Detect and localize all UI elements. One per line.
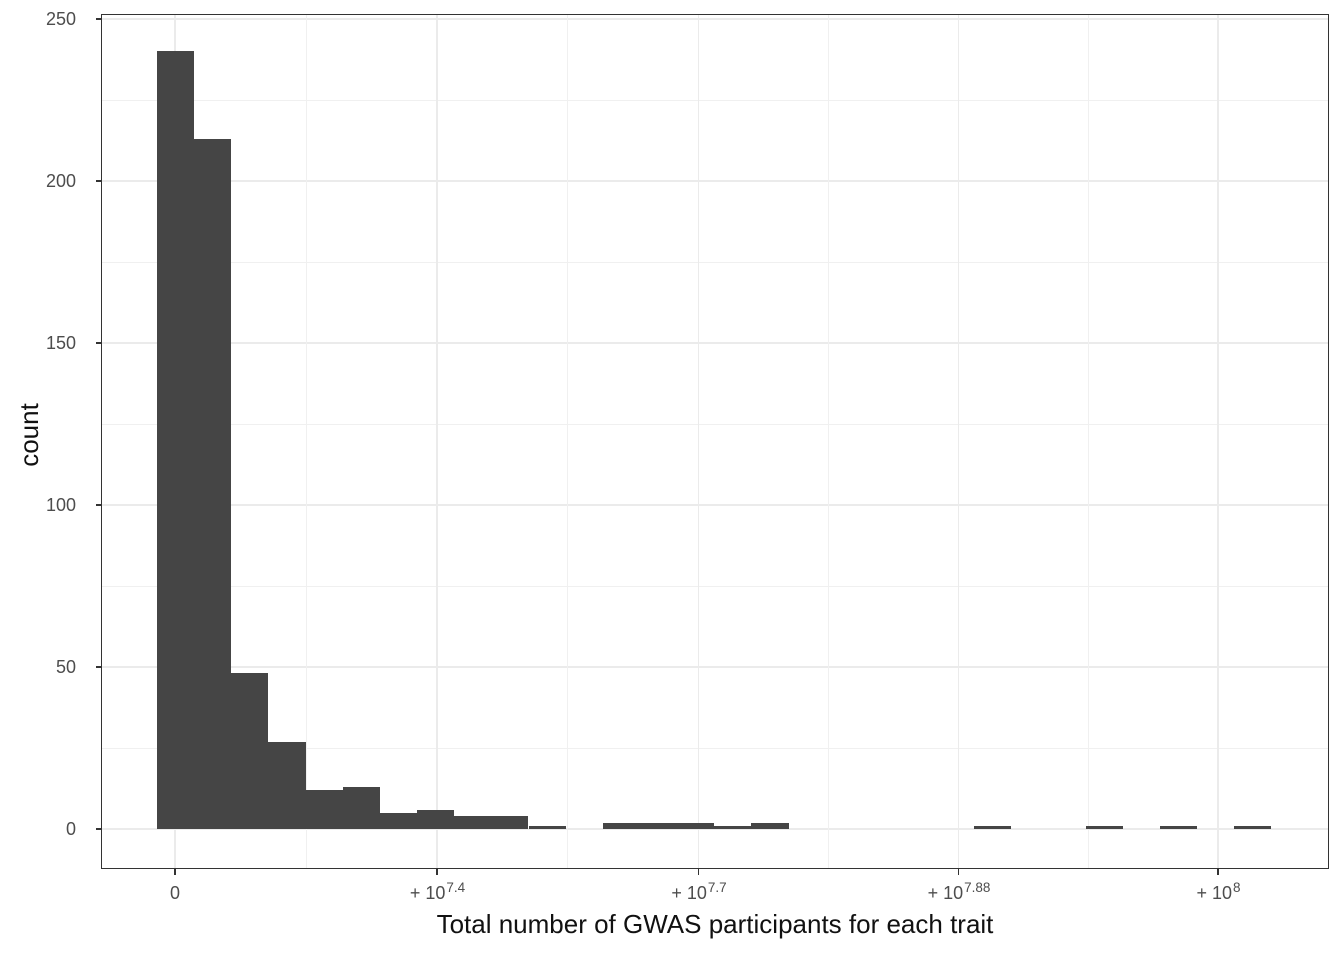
histogram-bar <box>417 809 455 829</box>
histogram-bar <box>1160 825 1198 829</box>
x-major-gridline <box>957 15 960 868</box>
x-tick-mark <box>436 868 438 875</box>
x-minor-gridline <box>567 15 569 868</box>
y-tick-mark <box>95 504 102 506</box>
histogram-bar <box>157 51 195 829</box>
histogram-bar <box>379 812 418 829</box>
x-tick-label: + 107.88 <box>927 880 991 903</box>
y-major-gridline <box>102 828 1328 830</box>
x-tick-label-base: + 10 <box>409 883 446 903</box>
x-tick-label-exponent: 7.88 <box>964 880 991 895</box>
x-minor-gridline <box>1087 15 1089 868</box>
x-tick-label-exponent: 8 <box>1233 880 1241 895</box>
y-major-gridline <box>102 342 1328 344</box>
y-major-gridline <box>102 666 1328 668</box>
histogram-bar <box>677 822 715 829</box>
x-tick-label-exponent: 7.4 <box>446 880 466 895</box>
y-tick-mark <box>95 666 102 668</box>
histogram-bar <box>751 822 789 829</box>
y-tick-label: 50 <box>55 657 76 677</box>
x-tick-mark <box>1217 868 1219 875</box>
y-tick-label: 100 <box>45 495 76 515</box>
histogram-bar <box>305 790 343 829</box>
y-minor-gridline <box>102 423 1328 425</box>
histogram-bar <box>1234 825 1272 829</box>
y-tick-mark <box>95 180 102 182</box>
histogram-bar <box>714 825 752 829</box>
y-major-gridline <box>102 180 1328 182</box>
histogram-bar <box>602 822 640 829</box>
histogram-bar <box>491 816 529 829</box>
x-minor-gridline <box>828 15 829 868</box>
x-tick-label-exponent: 7.7 <box>707 880 727 895</box>
y-major-gridline <box>102 18 1328 20</box>
y-tick-mark <box>95 342 102 344</box>
x-minor-gridline <box>305 15 307 868</box>
x-major-gridline <box>436 15 438 868</box>
y-minor-gridline <box>102 585 1328 587</box>
x-tick-label-base: + 10 <box>1196 883 1233 903</box>
x-tick-label: + 107.7 <box>671 880 727 903</box>
y-tick-label: 0 <box>65 819 76 839</box>
x-major-gridline <box>697 15 700 868</box>
y-tick-mark <box>95 828 102 830</box>
histogram-bar <box>974 825 1012 829</box>
x-tick-label-base: 0 <box>169 883 181 903</box>
histogram-bar <box>268 741 306 829</box>
y-major-gridline <box>102 504 1328 506</box>
x-tick-label: 0 <box>170 883 180 903</box>
y-tick-label: 200 <box>45 171 76 191</box>
histogram-bar <box>454 816 492 829</box>
x-tick-label: + 108 <box>1196 880 1241 903</box>
x-tick-mark <box>957 868 960 875</box>
x-major-gridline <box>1217 15 1219 868</box>
x-axis-title: Total number of GWAS participants for ea… <box>436 909 994 939</box>
y-tick-mark <box>95 18 102 20</box>
y-tick-label: 150 <box>45 333 76 353</box>
y-axis-title: count <box>14 403 44 467</box>
histogram-bar <box>231 673 269 829</box>
x-tick-mark <box>697 868 700 875</box>
histogram-bar <box>194 138 232 829</box>
x-tick-label-base: + 10 <box>671 883 707 903</box>
histogram-bar <box>639 822 678 829</box>
histogram-bar <box>342 786 380 829</box>
y-minor-gridline <box>102 261 1328 263</box>
y-tick-label: 250 <box>45 9 76 29</box>
x-tick-mark <box>174 868 176 875</box>
histogram-bar <box>1085 825 1123 829</box>
histogram-bar <box>528 825 566 829</box>
x-tick-label: + 107.4 <box>409 880 466 903</box>
y-minor-gridline <box>102 747 1328 749</box>
x-tick-label-base: + 10 <box>927 883 964 903</box>
y-minor-gridline <box>102 99 1328 101</box>
